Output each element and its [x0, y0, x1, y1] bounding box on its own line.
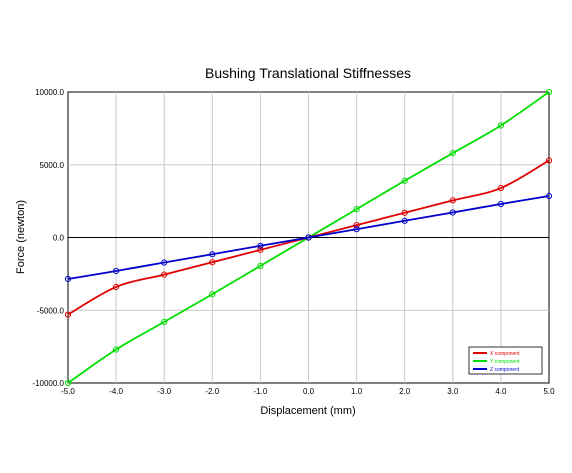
data-point	[113, 283, 120, 291]
series-layer	[64, 88, 553, 387]
data-point	[161, 259, 168, 266]
chart-title: Bushing Translational Stiffnesses	[205, 65, 411, 81]
data-point	[449, 150, 456, 157]
data-point	[353, 226, 360, 233]
data-point	[497, 200, 504, 208]
data-point	[257, 246, 264, 253]
data-point	[545, 88, 553, 96]
x-tick-label: -2.0	[205, 387, 219, 396]
data-point	[353, 222, 360, 229]
x-tick-label: -5.0	[61, 387, 75, 396]
data-point	[257, 262, 264, 269]
legend-label: Z component	[490, 367, 520, 373]
legend-label: Y component	[490, 359, 520, 365]
data-point	[401, 177, 408, 184]
x-tick-label: 4.0	[495, 387, 507, 396]
data-point	[64, 275, 72, 283]
x-tick-labels: -5.0 -4.0 -3.0 -2.0 -1.0 0.0 1.0 2.0 3.0 4.0 5.0	[61, 387, 555, 396]
data-point	[113, 267, 120, 275]
data-point	[64, 379, 72, 387]
x-tick-label: 5.0	[543, 387, 555, 396]
data-point	[401, 209, 408, 216]
legend-label: X component	[490, 351, 520, 357]
data-point	[161, 271, 168, 278]
x-tick-label: 2.0	[399, 387, 411, 396]
data-point	[209, 259, 216, 266]
x-tick-label: 1.0	[351, 387, 363, 396]
data-point	[449, 197, 456, 204]
y-tick-labels: -10000.0 -5000.0 0.0 5000.0 10000.0	[32, 88, 64, 388]
y-tick-label: -5000.0	[37, 306, 65, 315]
y-tick-label: 5000.0	[40, 161, 65, 170]
data-point	[545, 192, 553, 200]
data-point	[209, 291, 216, 298]
data-point	[161, 318, 168, 325]
data-point	[209, 251, 216, 258]
data-point	[353, 206, 360, 213]
data-point	[113, 346, 120, 353]
series-z-component	[64, 192, 553, 283]
y-tick-label: 10000.0	[35, 88, 64, 97]
x-tick-label: -1.0	[254, 387, 268, 396]
y-tick-label: -10000.0	[32, 379, 64, 388]
x-tick-label: 0.0	[303, 387, 315, 396]
data-point	[401, 217, 408, 224]
y-tick-label: 0.0	[53, 234, 65, 243]
x-tick-label: 3.0	[447, 387, 459, 396]
grid	[68, 92, 549, 383]
x-axis-label: Displacement (mm)	[260, 405, 355, 417]
x-tick-label: -4.0	[109, 387, 123, 396]
data-point	[305, 234, 312, 241]
data-point	[545, 157, 553, 164]
y-axis-label: Force (newton)	[15, 200, 27, 274]
data-point	[497, 184, 504, 192]
data-point	[64, 311, 72, 318]
series-line	[67, 195, 550, 280]
data-point	[449, 209, 456, 216]
legend: X component Y component Z component	[468, 346, 543, 375]
x-tick-label: -3.0	[157, 387, 171, 396]
data-point	[257, 242, 264, 249]
data-point	[497, 122, 504, 129]
